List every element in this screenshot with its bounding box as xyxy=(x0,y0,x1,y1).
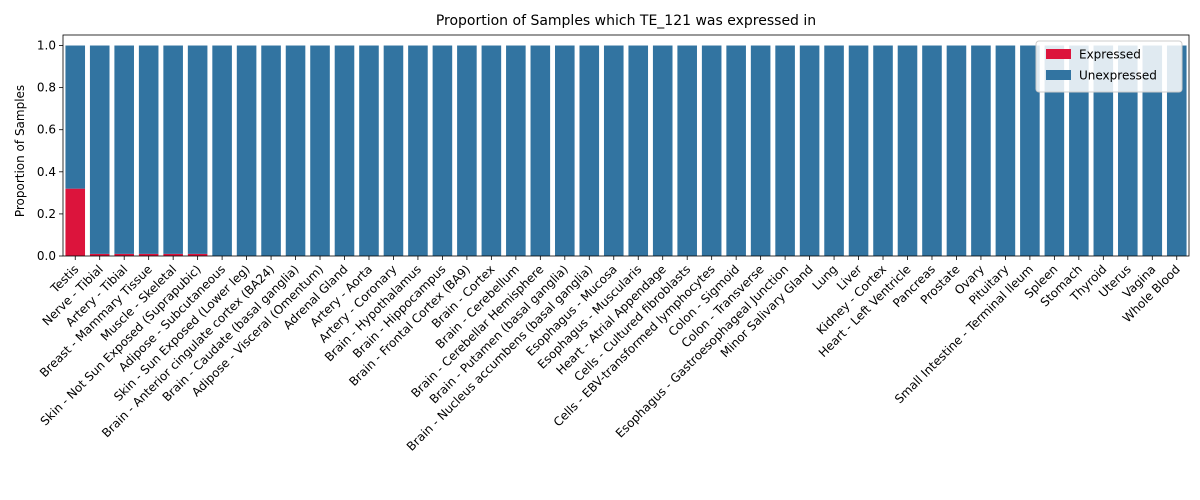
axes-layer xyxy=(59,34,1190,260)
bar-unexpressed-24 xyxy=(652,45,673,256)
bar-unexpressed-35 xyxy=(922,45,942,256)
legend-label-unexpressed: Unexpressed xyxy=(1079,69,1157,83)
bar-unexpressed-40 xyxy=(1044,45,1065,256)
bar-unexpressed-42 xyxy=(1093,45,1114,256)
bar-unexpressed-43 xyxy=(1118,45,1138,256)
bar-unexpressed-22 xyxy=(603,45,624,256)
bar-unexpressed-16 xyxy=(457,45,477,256)
bar-expressed-4 xyxy=(163,253,183,256)
bars-layer xyxy=(65,45,1187,256)
bar-unexpressed-39 xyxy=(1020,45,1040,256)
y-tick-labels: 0.0 0.2 0.4 0.6 0.8 1.0 xyxy=(37,39,56,263)
bar-unexpressed-8 xyxy=(261,45,281,256)
bar-unexpressed-13 xyxy=(383,45,404,256)
y-tick-label: 0.8 xyxy=(37,81,56,95)
bar-unexpressed-1 xyxy=(89,45,110,254)
bar-unexpressed-38 xyxy=(995,45,1016,256)
bar-unexpressed-5 xyxy=(187,45,208,254)
bar-unexpressed-19 xyxy=(530,45,551,256)
x-tick-label: Lung xyxy=(810,262,841,293)
bar-unexpressed-0 xyxy=(65,45,86,189)
bar-unexpressed-17 xyxy=(481,45,502,256)
bar-unexpressed-15 xyxy=(432,45,453,256)
legend-label-expressed: Expressed xyxy=(1079,48,1141,62)
bar-unexpressed-34 xyxy=(897,45,918,256)
bar-unexpressed-2 xyxy=(114,45,134,254)
y-axis-label: Proportion of Samples xyxy=(13,85,27,217)
y-tick-label: 0.6 xyxy=(37,123,56,137)
bar-unexpressed-31 xyxy=(824,45,844,256)
bar-expressed-2 xyxy=(114,253,134,256)
chart-title: Proportion of Samples which TE_121 was e… xyxy=(436,13,816,29)
bar-unexpressed-33 xyxy=(873,45,893,256)
bar-unexpressed-20 xyxy=(555,45,575,256)
bar-unexpressed-32 xyxy=(848,45,869,256)
bar-unexpressed-41 xyxy=(1069,45,1089,256)
bar-expressed-0 xyxy=(65,188,86,256)
bar-expressed-1 xyxy=(89,253,110,256)
bar-unexpressed-45 xyxy=(1166,45,1187,256)
bar-unexpressed-11 xyxy=(334,45,355,256)
bar-unexpressed-12 xyxy=(359,45,379,256)
bar-expressed-3 xyxy=(138,253,159,256)
bar-unexpressed-14 xyxy=(408,45,428,256)
bar-unexpressed-6 xyxy=(212,45,232,256)
bar-unexpressed-37 xyxy=(971,45,991,256)
y-tick-label: 0.2 xyxy=(37,207,56,221)
bar-unexpressed-9 xyxy=(285,45,306,256)
legend-swatch-expressed xyxy=(1046,49,1071,59)
y-tick-label: 0.0 xyxy=(37,249,56,263)
bar-unexpressed-10 xyxy=(310,45,330,256)
bar-unexpressed-27 xyxy=(726,45,746,256)
bar-unexpressed-44 xyxy=(1142,45,1163,256)
bar-unexpressed-30 xyxy=(799,45,820,256)
bar-unexpressed-28 xyxy=(750,45,771,256)
bar-unexpressed-4 xyxy=(163,45,183,254)
bar-unexpressed-18 xyxy=(506,45,526,256)
legend: Expressed Unexpressed xyxy=(1035,40,1183,93)
bar-unexpressed-29 xyxy=(775,45,795,256)
bar-unexpressed-23 xyxy=(628,45,649,256)
bar-unexpressed-21 xyxy=(579,45,600,256)
y-tick-label: 1.0 xyxy=(37,39,56,53)
bar-unexpressed-36 xyxy=(946,45,967,256)
legend-box xyxy=(1035,40,1183,93)
legend-swatch-unexpressed xyxy=(1046,70,1071,80)
bar-expressed-5 xyxy=(187,253,208,256)
bar-unexpressed-26 xyxy=(701,45,722,256)
plot-frame xyxy=(62,34,1190,257)
bar-unexpressed-7 xyxy=(236,45,257,256)
bar-unexpressed-25 xyxy=(677,45,697,256)
bar-unexpressed-3 xyxy=(138,45,159,254)
y-tick-label: 0.4 xyxy=(37,165,56,179)
